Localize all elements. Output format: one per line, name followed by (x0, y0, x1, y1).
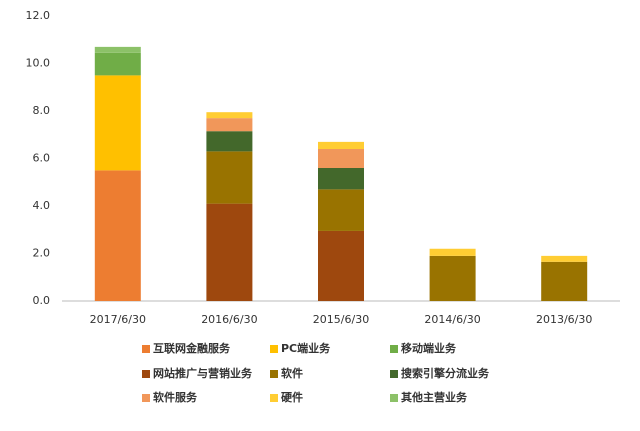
bar-segment (94, 75, 141, 171)
legend-label: 软件服务 (153, 390, 198, 404)
legend-swatch (270, 370, 278, 378)
legend-swatch (142, 345, 150, 353)
bar-segment (318, 149, 364, 168)
legend-swatch (390, 370, 398, 378)
y-tick-label: 2.0 (33, 247, 51, 260)
bar-segment (206, 203, 253, 301)
bar-segment (206, 118, 253, 132)
legend-label: 互联网金融服务 (153, 341, 231, 355)
bar-segment (318, 168, 364, 190)
legend-label: 移动端业务 (401, 341, 457, 355)
x-tick-label: 2014/6/30 (424, 313, 480, 326)
legend-swatch (390, 345, 398, 353)
legend-swatch (142, 394, 150, 402)
legend-swatch (390, 394, 398, 402)
x-tick-label: 2016/6/30 (201, 313, 257, 326)
bar-segment (94, 170, 141, 301)
y-tick-label: 0.0 (33, 294, 51, 307)
legend-label: PC端业务 (281, 341, 331, 355)
bar-segment (206, 151, 253, 204)
y-tick-label: 8.0 (33, 104, 51, 117)
bar-segment (206, 131, 253, 152)
bar-segment (206, 112, 253, 119)
x-tick-label: 2017/6/30 (90, 313, 146, 326)
legend-label: 网站推广与营销业务 (153, 366, 253, 380)
bar-segment (318, 189, 364, 231)
y-tick-label: 6.0 (33, 152, 51, 165)
legend-label: 搜索引擎分流业务 (401, 366, 490, 380)
y-tick-label: 12.0 (26, 9, 51, 22)
bar-segment (429, 255, 476, 301)
bar-segment (94, 46, 141, 53)
y-tick-label: 10.0 (26, 57, 51, 70)
bar-segment (429, 248, 476, 256)
y-tick-label: 4.0 (33, 199, 51, 212)
bar-segment (318, 230, 364, 301)
x-tick-label: 2013/6/30 (536, 313, 592, 326)
bar-segment (94, 52, 141, 76)
legend-label: 软件 (281, 366, 303, 380)
bar-segment (541, 255, 588, 262)
bar-segment (318, 141, 364, 149)
legend-label: 硬件 (281, 390, 303, 404)
bar-segment (541, 261, 588, 301)
x-tick-label: 2015/6/30 (313, 313, 369, 326)
legend-label: 其他主营业务 (401, 390, 468, 404)
legend-swatch (270, 345, 278, 353)
legend-swatch (142, 370, 150, 378)
legend-swatch (270, 394, 278, 402)
